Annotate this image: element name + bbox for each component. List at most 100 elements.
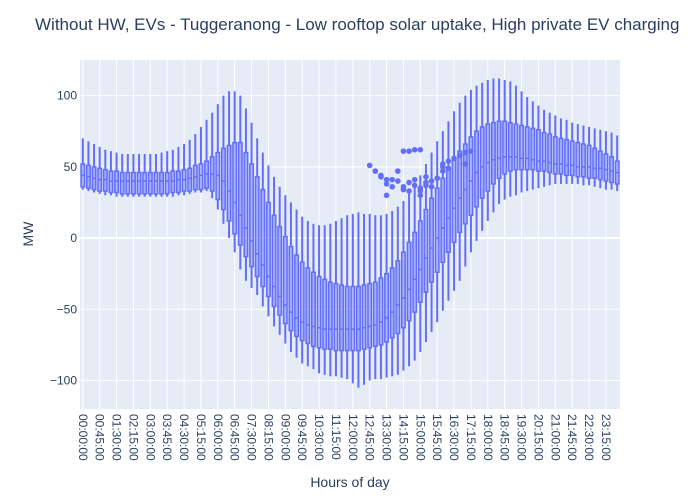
box — [215, 104, 221, 210]
x-tick-label: 21:45:00 — [565, 414, 579, 461]
box — [513, 85, 519, 196]
box — [282, 195, 288, 344]
box — [142, 154, 148, 197]
outlier-point — [434, 175, 440, 182]
box — [417, 175, 423, 353]
outlier-point — [400, 148, 407, 154]
box-body — [502, 120, 508, 175]
box-body — [462, 143, 468, 225]
box-body — [412, 231, 418, 313]
box-body — [198, 163, 204, 191]
box-body — [344, 285, 350, 352]
box — [558, 118, 564, 184]
box-body — [547, 133, 553, 174]
box — [147, 154, 153, 197]
outlier-points — [366, 146, 474, 199]
box — [170, 149, 176, 197]
box-body — [327, 281, 333, 350]
box-body — [597, 150, 603, 181]
box-body — [519, 124, 525, 171]
outlier-point — [411, 176, 418, 183]
x-tick-label: 01:30:00 — [110, 414, 124, 461]
outlier-point — [451, 155, 457, 162]
outlier-point — [417, 146, 424, 153]
box-body — [524, 126, 530, 171]
box-body — [288, 245, 294, 332]
box-body — [243, 151, 249, 258]
box — [395, 206, 401, 375]
box — [260, 152, 266, 307]
box-body — [130, 171, 136, 195]
box — [507, 81, 513, 197]
box-body — [530, 127, 536, 171]
outlier-point — [445, 165, 452, 172]
box-body — [378, 277, 384, 346]
box — [406, 193, 412, 367]
box-body — [220, 147, 226, 211]
outlier-point — [378, 174, 384, 180]
outlier-point — [383, 181, 390, 187]
box — [277, 186, 283, 335]
outlier-point — [400, 186, 407, 193]
box-body — [564, 139, 570, 177]
x-tick-label: 21:00:00 — [548, 414, 562, 461]
y-tick-label: 50 — [64, 160, 78, 174]
box — [541, 109, 547, 187]
outlier-point — [366, 162, 373, 169]
outlier-point — [406, 188, 412, 194]
box-body — [434, 187, 440, 273]
box — [603, 131, 609, 190]
box-body — [474, 130, 480, 208]
box — [569, 122, 575, 184]
box — [310, 223, 316, 370]
box-body — [395, 260, 401, 335]
box — [130, 154, 136, 197]
box-body — [400, 251, 406, 329]
box-body — [333, 282, 339, 352]
box — [586, 126, 592, 186]
outlier-point — [411, 182, 418, 189]
box — [490, 78, 496, 213]
box-body — [496, 120, 502, 179]
box — [192, 134, 198, 193]
x-tick-label: 11:15:00 — [329, 414, 343, 460]
box-body — [569, 140, 575, 177]
box-series — [80, 78, 620, 388]
x-tick-label: 14:15:00 — [396, 414, 410, 461]
box-body — [479, 126, 485, 199]
box-body — [164, 171, 170, 195]
box-body — [603, 153, 609, 182]
box-body — [339, 284, 345, 352]
outlier-point — [440, 161, 446, 167]
box-body — [575, 141, 581, 178]
box — [114, 152, 120, 197]
box — [294, 209, 300, 358]
box — [350, 213, 356, 384]
box-body — [535, 129, 541, 172]
box — [85, 141, 91, 192]
box-body — [265, 201, 271, 298]
box-body — [445, 167, 451, 254]
x-axis-title: Hours of day — [310, 474, 389, 490]
box-body — [147, 171, 153, 195]
box-body — [490, 121, 496, 185]
box — [327, 223, 333, 377]
box — [530, 101, 536, 190]
box-body — [232, 141, 238, 235]
box — [457, 102, 463, 281]
box — [288, 202, 294, 353]
x-tick-label: 09:00:00 — [278, 414, 292, 461]
box-body — [282, 235, 288, 325]
x-axis-ticks: 00:00:00 00:45:00 01:30:00 02:15:00 03:00:00… — [76, 414, 613, 461]
box — [237, 95, 243, 270]
box — [153, 154, 159, 197]
x-tick-label: 22:30:00 — [582, 414, 596, 461]
box-body — [119, 171, 125, 195]
box-body — [310, 271, 316, 348]
box-body — [592, 147, 598, 179]
box-body — [226, 144, 232, 222]
box — [614, 135, 620, 192]
x-tick-label: 06:00:00 — [211, 414, 225, 461]
box-body — [513, 123, 519, 171]
box-body — [125, 171, 131, 195]
